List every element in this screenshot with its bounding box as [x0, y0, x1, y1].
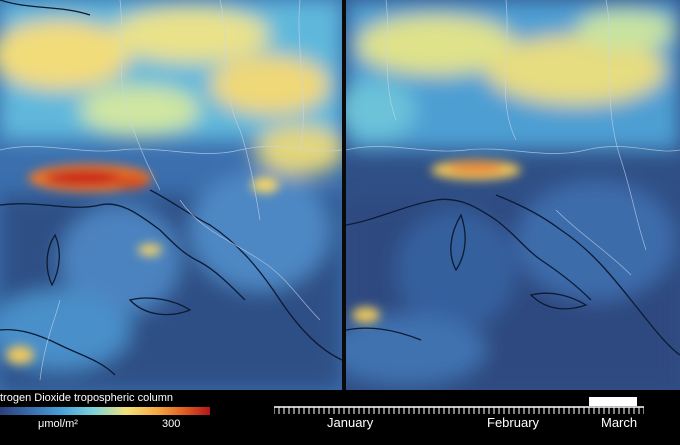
month-label-march: March: [601, 415, 638, 430]
timeline-playhead[interactable]: [589, 397, 637, 406]
map-panel-before: [0, 0, 342, 390]
legend-title: trogen Dioxide tropospheric column: [0, 392, 174, 404]
timeline-ruler[interactable]: [274, 406, 644, 420]
coastlines-after: [346, 194, 680, 356]
color-scale-bar: [0, 407, 210, 415]
borders: [0, 0, 342, 381]
map-panel-after: [346, 0, 680, 390]
panel-divider: [342, 0, 346, 390]
coastlines: [0, 0, 342, 376]
legend-unit: μmol/m²: [38, 418, 78, 430]
legend-max-value: 300: [162, 418, 181, 430]
no2-map-after: [346, 0, 680, 390]
month-label-january: January: [327, 415, 374, 430]
no2-map-before: [0, 0, 342, 390]
month-label-february: February: [487, 415, 540, 430]
bottom-bar: [0, 390, 680, 445]
borders-after: [346, 0, 680, 276]
